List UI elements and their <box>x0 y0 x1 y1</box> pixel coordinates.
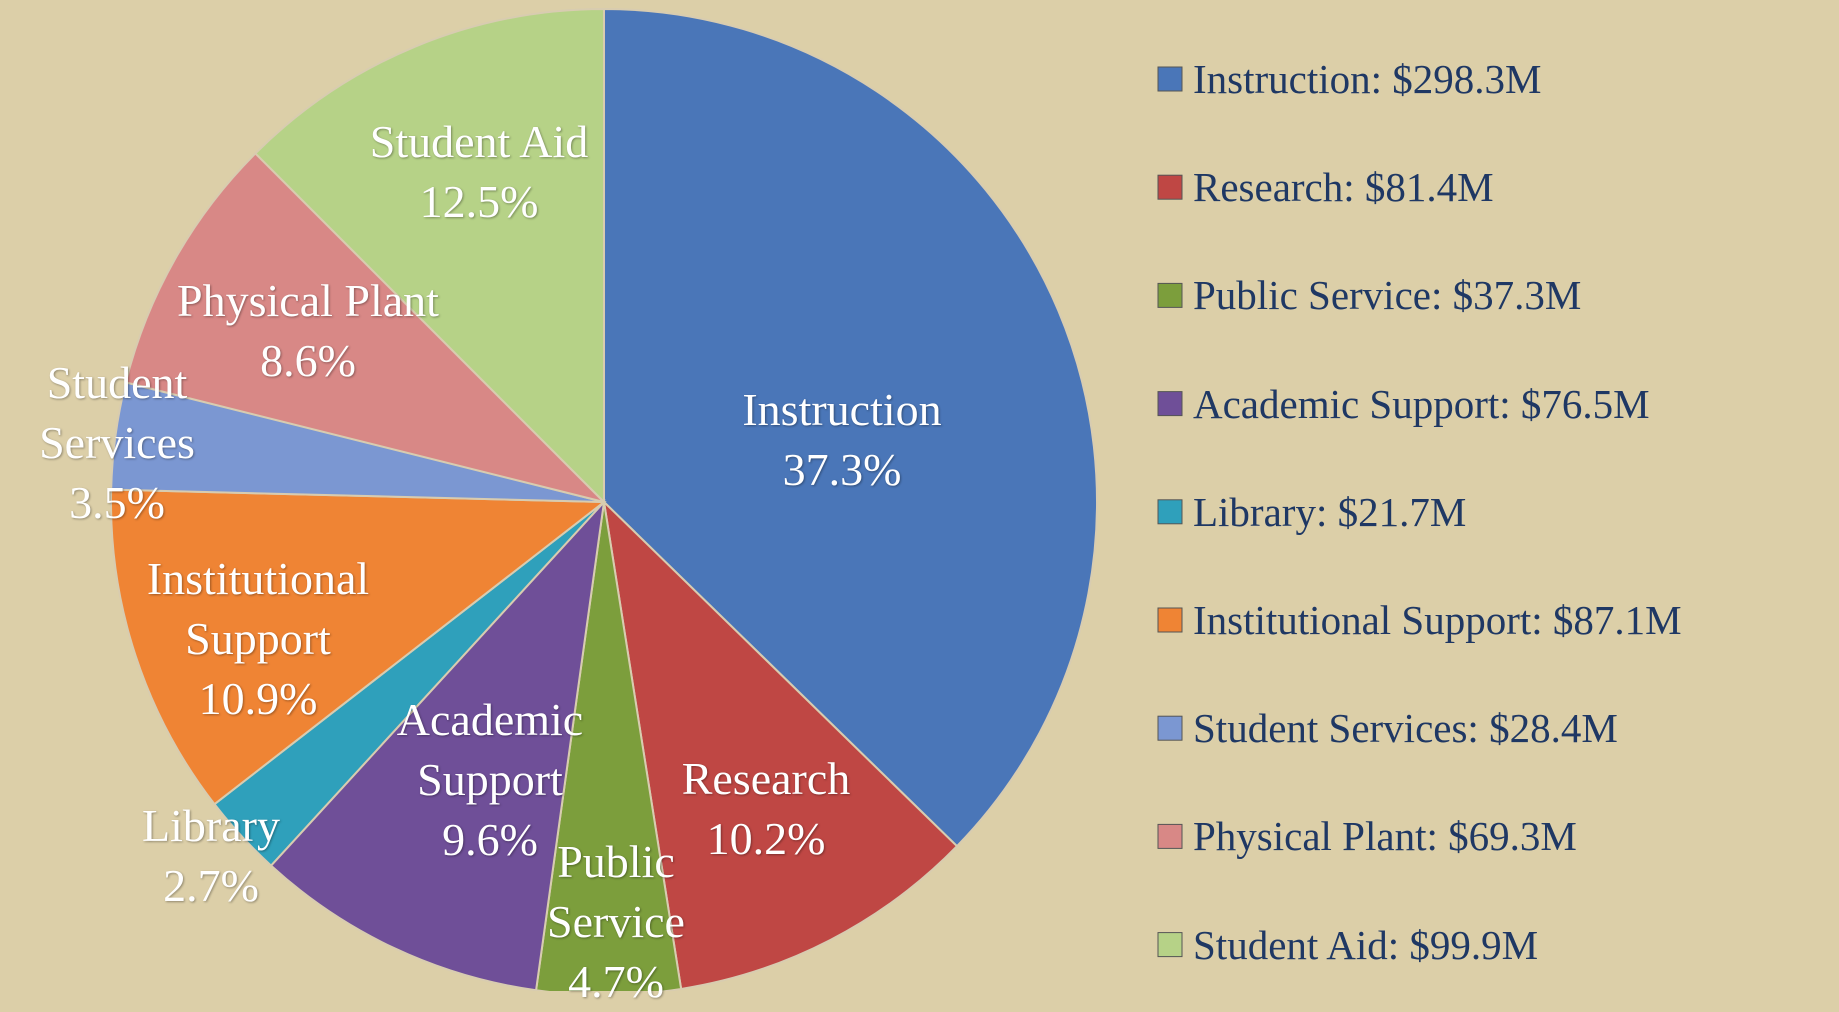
chart <box>110 7 1183 991</box>
legend-marker <box>1157 715 1183 741</box>
legend-label: Public Service: $37.3M <box>1193 272 1582 319</box>
slice-value: 10.2% <box>706 813 826 864</box>
slice-label: Research 10.2% <box>606 749 926 869</box>
pie-slice <box>110 488 607 806</box>
slice-label: Instruction 37.3% <box>652 380 1032 500</box>
pie-slice <box>602 499 959 991</box>
slice-category: Student Aid <box>369 116 589 167</box>
slice-value: 37.3% <box>782 444 902 495</box>
legend-marker <box>1157 391 1183 417</box>
legend-marker <box>1157 932 1183 958</box>
legend-marker <box>1157 66 1183 92</box>
slice-category: Research <box>681 753 851 804</box>
legend-label: Student Services: $28.4M <box>1193 705 1618 752</box>
pie-slice <box>269 498 606 991</box>
slice-category: Academic Support <box>396 694 584 805</box>
legend-marker <box>1157 823 1183 849</box>
slice-value: 8.6% <box>260 335 356 386</box>
legend-label: Institutional Support: $87.1M <box>1193 597 1682 643</box>
slice-value: 10.9% <box>198 673 318 724</box>
legend-marker <box>1157 499 1183 525</box>
slice-category: Instruction <box>742 384 942 435</box>
legend-label: Physical Plant: $69.3M <box>1193 813 1577 860</box>
pie-slice <box>124 151 608 504</box>
pie-slice <box>253 7 605 505</box>
legend-marker <box>1157 174 1183 200</box>
legend-marker <box>1157 607 1183 633</box>
legend-marker <box>1157 282 1183 308</box>
legend-label: Instruction: $298.3M <box>1193 56 1542 102</box>
legend-label: Student Aid: $99.9M <box>1193 921 1539 968</box>
slice-category: Public Service <box>547 836 685 947</box>
slice-value: 2.7% <box>163 860 259 911</box>
slice-value: 3.5% <box>69 477 165 528</box>
slice-label: Student Aid 12.5% <box>269 112 689 232</box>
slice-category: Library <box>142 800 280 851</box>
legend-label: Library: $21.7M <box>1193 488 1467 535</box>
slice-value: 12.5% <box>419 176 539 227</box>
slice-value: 4.7% <box>568 956 664 1007</box>
slice-label: Academic Support 9.6% <box>365 690 615 870</box>
slice-label: Student Services 3.5% <box>17 353 217 533</box>
pie-slice <box>603 7 1098 848</box>
slice-category: Student Services <box>39 357 195 468</box>
slice-category: Institutional Support <box>146 553 370 664</box>
page: (() => { const data = JSON.parse(documen… <box>17 7 1682 1007</box>
slice-label: Institutional Support 10.9% <box>98 549 418 729</box>
slice-label: Library 2.7% <box>91 796 331 916</box>
legend-label: Research: $81.4M <box>1193 164 1494 211</box>
slice-label: Physical Plant 8.6% <box>98 271 518 391</box>
slice-value: 9.6% <box>442 814 538 865</box>
slice-category: Physical Plant <box>177 275 439 326</box>
legend-label: Academic Support: $76.5M <box>1193 380 1650 427</box>
